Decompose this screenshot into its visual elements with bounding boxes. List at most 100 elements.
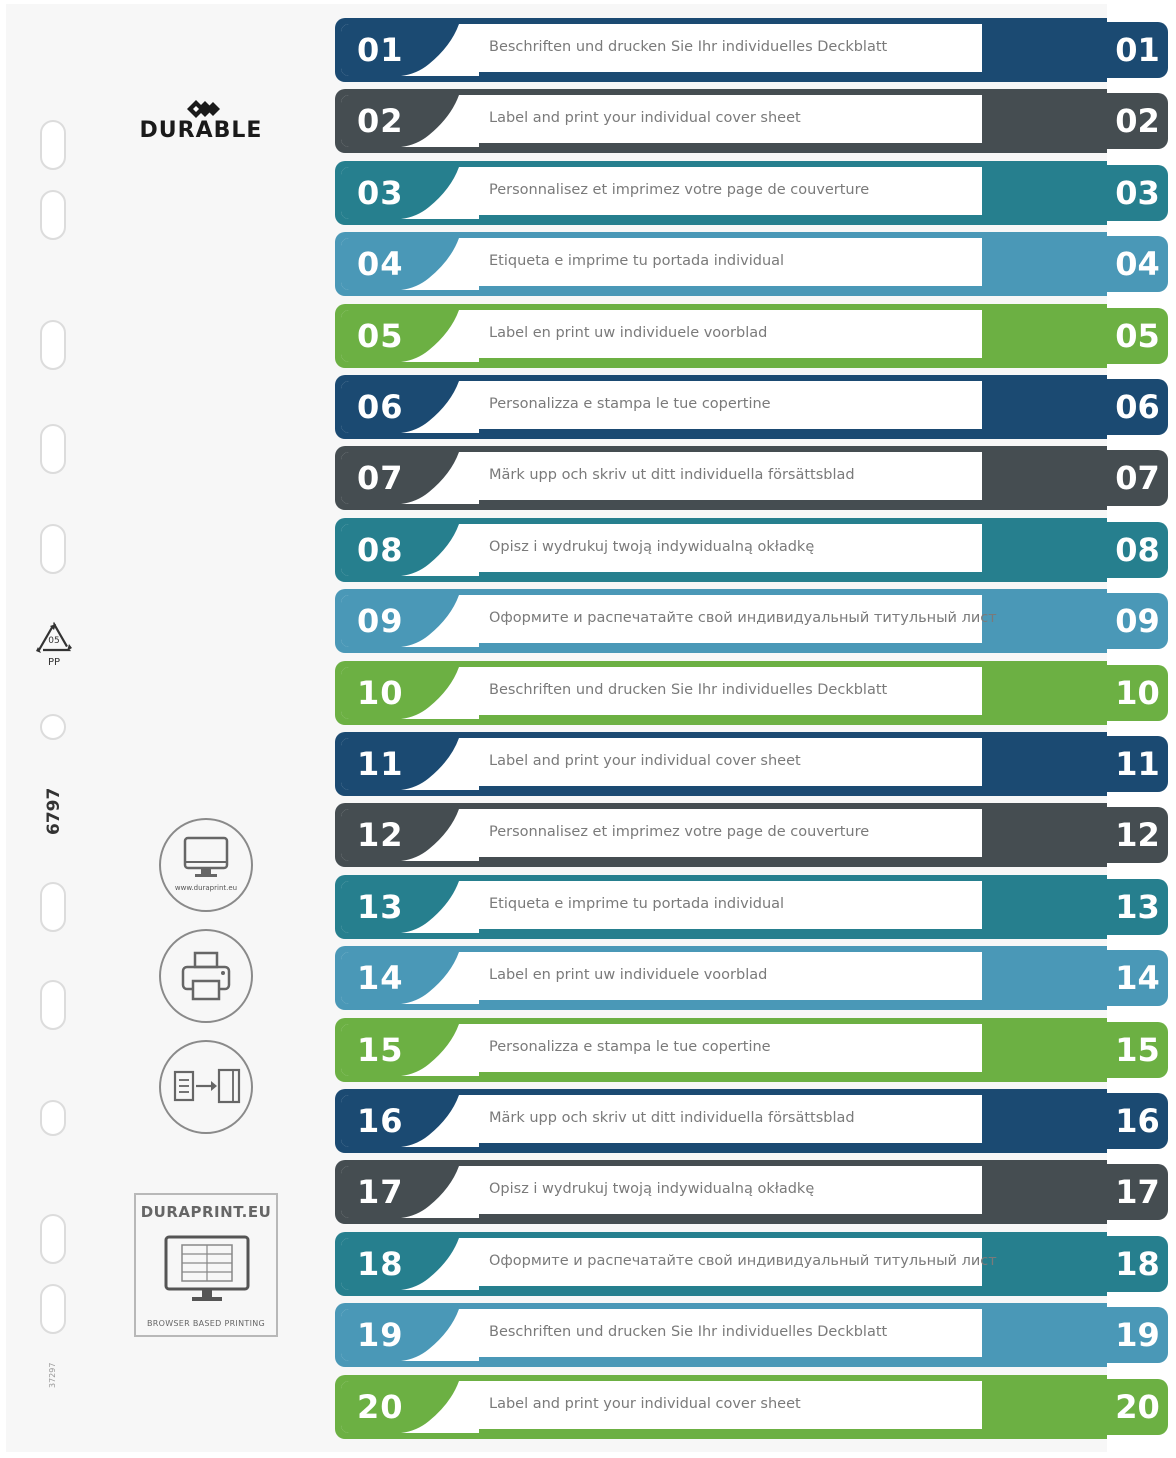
row-number-box: 07 [341, 452, 479, 504]
index-row: 01 Beschriften und drucken Sie Ihr indivi… [335, 18, 1168, 82]
row-number-box: 09 [341, 595, 479, 647]
row-label-field[interactable]: Etiqueta e imprime tu portada individual [477, 238, 982, 286]
row-number: 13 [357, 888, 404, 926]
index-tab[interactable]: 17 [1107, 1164, 1168, 1220]
row-label: Label and print your individual cover sh… [489, 110, 801, 126]
row-number-fill [341, 809, 459, 861]
row-number: 08 [357, 531, 404, 569]
tab-number: 12 [1115, 816, 1160, 854]
row-number-fill [341, 1166, 459, 1218]
index-row: 07 Märk upp och skriv ut ditt individuell… [335, 446, 1168, 510]
tab-number: 04 [1115, 245, 1160, 283]
index-tab[interactable]: 04 [1107, 236, 1168, 292]
punch-hole [40, 120, 66, 170]
punch-hole [40, 1214, 66, 1264]
recycle-symbol: 05 PP [33, 620, 75, 670]
index-tab[interactable]: 16 [1107, 1093, 1168, 1149]
row-label-field[interactable]: Etiqueta e imprime tu portada individual [477, 881, 982, 929]
row-label-field[interactable]: Label en print uw individuele voorblad [477, 310, 982, 358]
tab-number: 16 [1115, 1102, 1160, 1140]
row-number-fill [341, 738, 459, 790]
row-label-field[interactable]: Label and print your individual cover sh… [477, 738, 982, 786]
index-tab[interactable]: 10 [1107, 665, 1168, 721]
row-label-field[interactable]: Beschriften und drucken Sie Ihr individu… [477, 1309, 982, 1357]
row-label-field[interactable]: Оформите и распечатайте свой индивидуаль… [477, 1238, 997, 1286]
index-row: 13 Etiqueta e imprime tu portada individu… [335, 875, 1168, 939]
row-number: 15 [357, 1031, 404, 1069]
row-number-box: 06 [341, 381, 479, 433]
index-row: 04 Etiqueta e imprime tu portada individu… [335, 232, 1168, 296]
tab-number: 09 [1115, 602, 1160, 640]
index-tab[interactable]: 06 [1107, 379, 1168, 435]
insert-sheet-icon [173, 1068, 241, 1104]
monitor-icon [183, 836, 229, 877]
tab-number: 07 [1115, 459, 1160, 497]
row-label-field[interactable]: Label en print uw individuele voorblad [477, 952, 982, 1000]
row-label-field[interactable]: Personnalisez et imprimez votre page de … [477, 809, 982, 857]
web-url: www.duraprint.eu [174, 884, 238, 892]
row-label: Beschriften und drucken Sie Ihr individu… [489, 682, 888, 698]
row-label: Beschriften und drucken Sie Ihr individu… [489, 39, 888, 55]
row-number-fill [341, 1238, 459, 1290]
row-label-field[interactable]: Label and print your individual cover sh… [477, 1381, 982, 1429]
row-number: 14 [357, 959, 404, 997]
index-tab[interactable]: 18 [1107, 1236, 1168, 1292]
row-number-fill [341, 667, 459, 719]
row-number: 11 [357, 745, 404, 783]
row-label-field[interactable]: Märk upp och skriv ut ditt individuella … [477, 1095, 982, 1143]
index-tab[interactable]: 07 [1107, 450, 1168, 506]
index-row: 14 Label en print uw individuele voorblad… [335, 946, 1168, 1010]
row-label: Оформите и распечатайте свой индивидуаль… [489, 1253, 997, 1269]
index-tab[interactable]: 01 [1107, 22, 1168, 78]
index-tab[interactable]: 02 [1107, 93, 1168, 149]
row-label-field[interactable]: Personnalisez et imprimez votre page de … [477, 167, 982, 215]
row-number-fill [341, 881, 459, 933]
row-number-fill [341, 952, 459, 1004]
row-number-fill [341, 524, 459, 576]
index-row: 20 Label and print your individual cover … [335, 1375, 1168, 1439]
row-label-field[interactable]: Label and print your individual cover sh… [477, 95, 982, 143]
punch-hole [40, 424, 66, 474]
small-code: 37297 [48, 1362, 57, 1388]
row-label: Personalizza e stampa le tue copertine [489, 396, 771, 412]
index-tab[interactable]: 09 [1107, 593, 1168, 649]
punch-hole [40, 190, 66, 240]
row-label-field[interactable]: Opisz i wydrukuj twoją indywidualną okła… [477, 1166, 982, 1214]
row-label-field[interactable]: Personalizza e stampa le tue copertine [477, 381, 982, 429]
row-label-field[interactable]: Оформите и распечатайте свой индивидуаль… [477, 595, 997, 643]
row-number-fill [341, 1095, 459, 1147]
index-tab[interactable]: 15 [1107, 1022, 1168, 1078]
row-number-box: 12 [341, 809, 479, 861]
index-row: 08 Opisz i wydrukuj twoją indywidualną ok… [335, 518, 1168, 582]
index-tab[interactable]: 19 [1107, 1307, 1168, 1363]
index-row: 09 Оформите и распечатайте свой индивидуа… [335, 589, 1168, 653]
brand-logo: DURABLE [128, 98, 274, 143]
row-label: Personnalisez et imprimez votre page de … [489, 824, 870, 840]
index-tab[interactable]: 20 [1107, 1379, 1168, 1435]
row-label: Оформите и распечатайте свой индивидуаль… [489, 610, 997, 626]
index-tab[interactable]: 05 [1107, 308, 1168, 364]
row-label: Label en print uw individuele voorblad [489, 967, 768, 983]
row-label: Label and print your individual cover sh… [489, 1396, 801, 1412]
index-tab[interactable]: 14 [1107, 950, 1168, 1006]
brand-name: DURABLE [139, 118, 263, 143]
row-number-box: 17 [341, 1166, 479, 1218]
punch-hole [40, 714, 66, 740]
index-row: 10 Beschriften und drucken Sie Ihr indivi… [335, 661, 1168, 725]
index-tab[interactable]: 13 [1107, 879, 1168, 935]
row-label-field[interactable]: Beschriften und drucken Sie Ihr individu… [477, 24, 982, 72]
row-label-field[interactable]: Märk upp och skriv ut ditt individuella … [477, 452, 982, 500]
row-label-field[interactable]: Personalizza e stampa le tue copertine [477, 1024, 982, 1072]
row-number-box: 15 [341, 1024, 479, 1076]
index-tab[interactable]: 08 [1107, 522, 1168, 578]
duraprint-subtitle: BROWSER BASED PRINTING [146, 1319, 266, 1328]
index-tab[interactable]: 12 [1107, 807, 1168, 863]
index-row: 17 Opisz i wydrukuj twoją indywidualną ok… [335, 1160, 1168, 1224]
row-label-field[interactable]: Opisz i wydrukuj twoją indywidualną okła… [477, 524, 982, 572]
index-tab[interactable]: 03 [1107, 165, 1168, 221]
index-tab[interactable]: 11 [1107, 736, 1168, 792]
index-row: 06 Personalizza e stampa le tue copertine… [335, 375, 1168, 439]
row-label: Märk upp och skriv ut ditt individuella … [489, 467, 855, 483]
row-number-box: 19 [341, 1309, 479, 1361]
row-label-field[interactable]: Beschriften und drucken Sie Ihr individu… [477, 667, 982, 715]
